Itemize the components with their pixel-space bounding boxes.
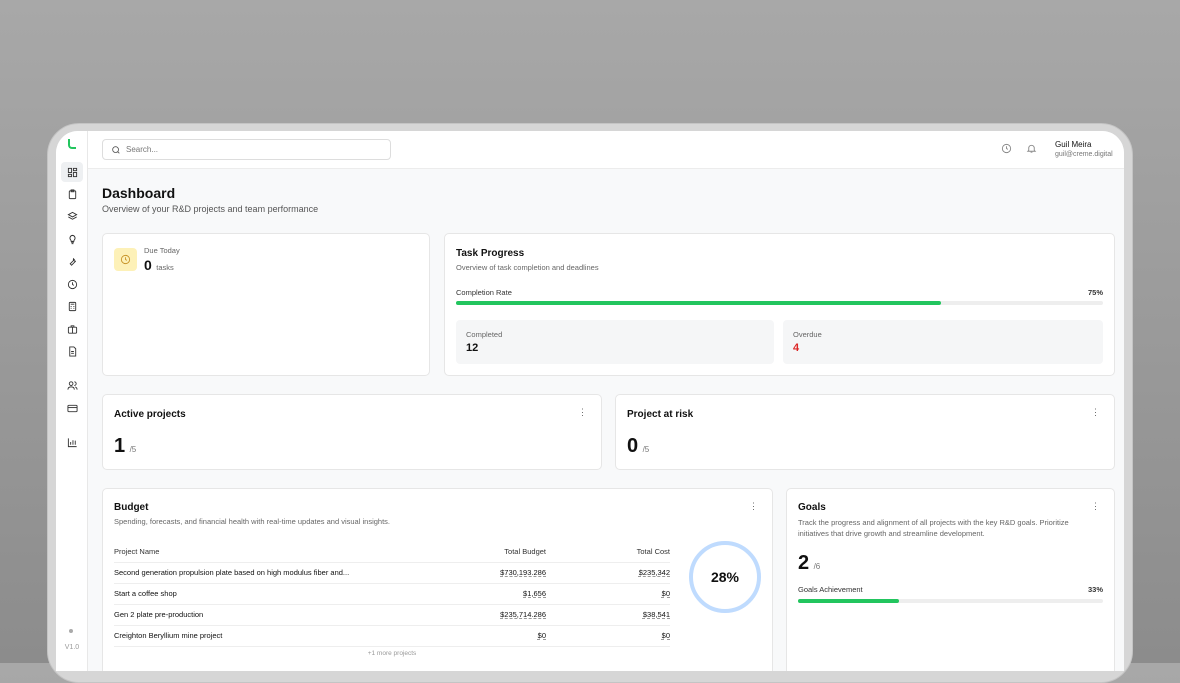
search-input[interactable]: Search... [102,139,391,160]
total-budget: $1,656 [523,589,546,598]
more-options-icon[interactable]: ⋮ [1091,407,1100,417]
status-dot [69,629,73,633]
goals-achievement-value: 33% [1087,585,1103,594]
due-label: Due Today [144,246,180,255]
projects-at-risk-value: 0 [627,435,639,457]
projects-at-risk-title: Project at risk [627,409,694,420]
logo [68,139,76,149]
budget-usage-ring: 28% [689,541,761,613]
table-row[interactable]: Second generation propulsion plate based… [114,562,670,584]
due-today-card: Due Today 0 tasks [102,233,430,376]
clipboard-icon[interactable] [63,185,81,203]
project-name: Creighton Beryllium mine project [114,625,476,647]
wrench-icon[interactable] [63,252,81,270]
total-cost: $0 [661,631,670,640]
credit-card-icon[interactable] [63,399,81,417]
completed-stat: Completed 12 [456,320,774,364]
total-cost: $38,541 [642,610,670,619]
more-options-icon[interactable]: ⋮ [749,501,758,511]
goals-achievement-label: Goals Achievement [798,585,863,594]
goals-title: Goals [798,502,826,513]
projects-at-risk-total: /5 [642,445,650,454]
budget-subtitle: Spending, forecasts, and financial healt… [114,517,390,526]
users-icon[interactable] [63,376,81,394]
user-email: guil@creme.digital [1055,151,1113,158]
search-placeholder: Search... [126,145,159,154]
completed-label: Completed [466,330,503,339]
column-header: Total Budget [475,541,546,563]
task-progress-subtitle: Overview of task completion and deadline… [456,263,599,272]
projects-at-risk-card: Project at risk ⋮ 0 /5 [615,394,1115,470]
more-options-icon[interactable]: ⋮ [578,407,587,417]
top-bar: Search... Guil Meira guil@creme.digital [88,131,1124,169]
version-label: V1.0 [64,644,80,651]
table-row[interactable]: Creighton Beryllium mine project $0 $0 [114,625,670,647]
table-row[interactable]: Start a coffee shop $1,656 $0 [114,583,670,605]
task-progress-title: Task Progress [456,248,525,259]
user-name: Guil Meira [1055,140,1092,149]
total-budget: $235,714.286 [500,610,546,619]
file-text-icon[interactable] [63,342,81,360]
project-name: Second generation propulsion plate based… [114,562,476,584]
more-projects-link[interactable]: +1 more projects [367,650,417,657]
total-budget: $730,193.286 [500,568,546,577]
dashboard-icon[interactable] [61,162,83,182]
lightbulb-icon[interactable] [63,230,81,248]
layers-icon[interactable] [63,207,81,225]
active-projects-total: /5 [129,445,137,454]
project-name: Gen 2 plate pre-production [114,604,476,626]
goals-value: 2 [798,552,810,574]
briefcase-icon[interactable] [63,320,81,338]
clock-icon [114,248,137,271]
clock-icon[interactable] [63,275,81,293]
budget-table: Project Name Total Budget Total Cost Sec… [114,541,670,647]
project-name: Start a coffee shop [114,583,476,605]
history-icon[interactable] [1001,143,1012,154]
bell-icon[interactable] [1026,143,1037,154]
overdue-label: Overdue [793,330,822,339]
completion-rate-label: Completion Rate [456,288,512,297]
more-options-icon[interactable]: ⋮ [1091,501,1100,511]
goals-progress-bar [798,599,1103,603]
active-projects-value: 1 [114,435,126,457]
budget-card: Budget Spending, forecasts, and financia… [102,488,773,671]
overdue-value: 4 [793,342,800,354]
active-projects-card: Active projects ⋮ 1 /5 [102,394,602,470]
column-header: Total Cost [546,541,670,563]
app-window: V1.0 Search... Guil Meira guil@creme.dig… [56,131,1124,671]
goals-total: /6 [813,562,821,571]
goals-subtitle: Track the progress and alignment of all … [798,518,1069,538]
column-header: Project Name [114,541,476,563]
completion-rate-value: 75% [1087,288,1103,297]
due-count: 0 [144,257,152,273]
table-row[interactable]: Gen 2 plate pre-production $235,714.286 $3… [114,604,670,626]
page-title: Dashboard [102,185,176,201]
user-menu[interactable]: Guil Meira guil@creme.digital [1055,140,1113,158]
goals-card: Goals ⋮ Track the progress and alignment… [786,488,1115,671]
total-cost: $0 [661,589,670,598]
due-unit: tasks [156,263,174,272]
sidebar: V1.0 [56,131,88,671]
search-icon [112,145,120,154]
completion-progress-bar [456,301,1103,305]
bar-chart-icon[interactable] [63,433,81,451]
overdue-stat: Overdue 4 [783,320,1103,364]
total-budget: $0 [537,631,546,640]
task-progress-card: Task Progress Overview of task completio… [444,233,1115,376]
completed-value: 12 [466,342,479,354]
budget-title: Budget [114,502,149,513]
page-subtitle: Overview of your R&D projects and team p… [102,204,319,214]
table-header: Project Name Total Budget Total Cost [114,541,670,563]
calculator-icon[interactable] [63,297,81,315]
total-cost: $235,342 [638,568,670,577]
active-projects-title: Active projects [114,409,186,420]
main-content: Dashboard Overview of your R&D projects … [88,169,1124,671]
